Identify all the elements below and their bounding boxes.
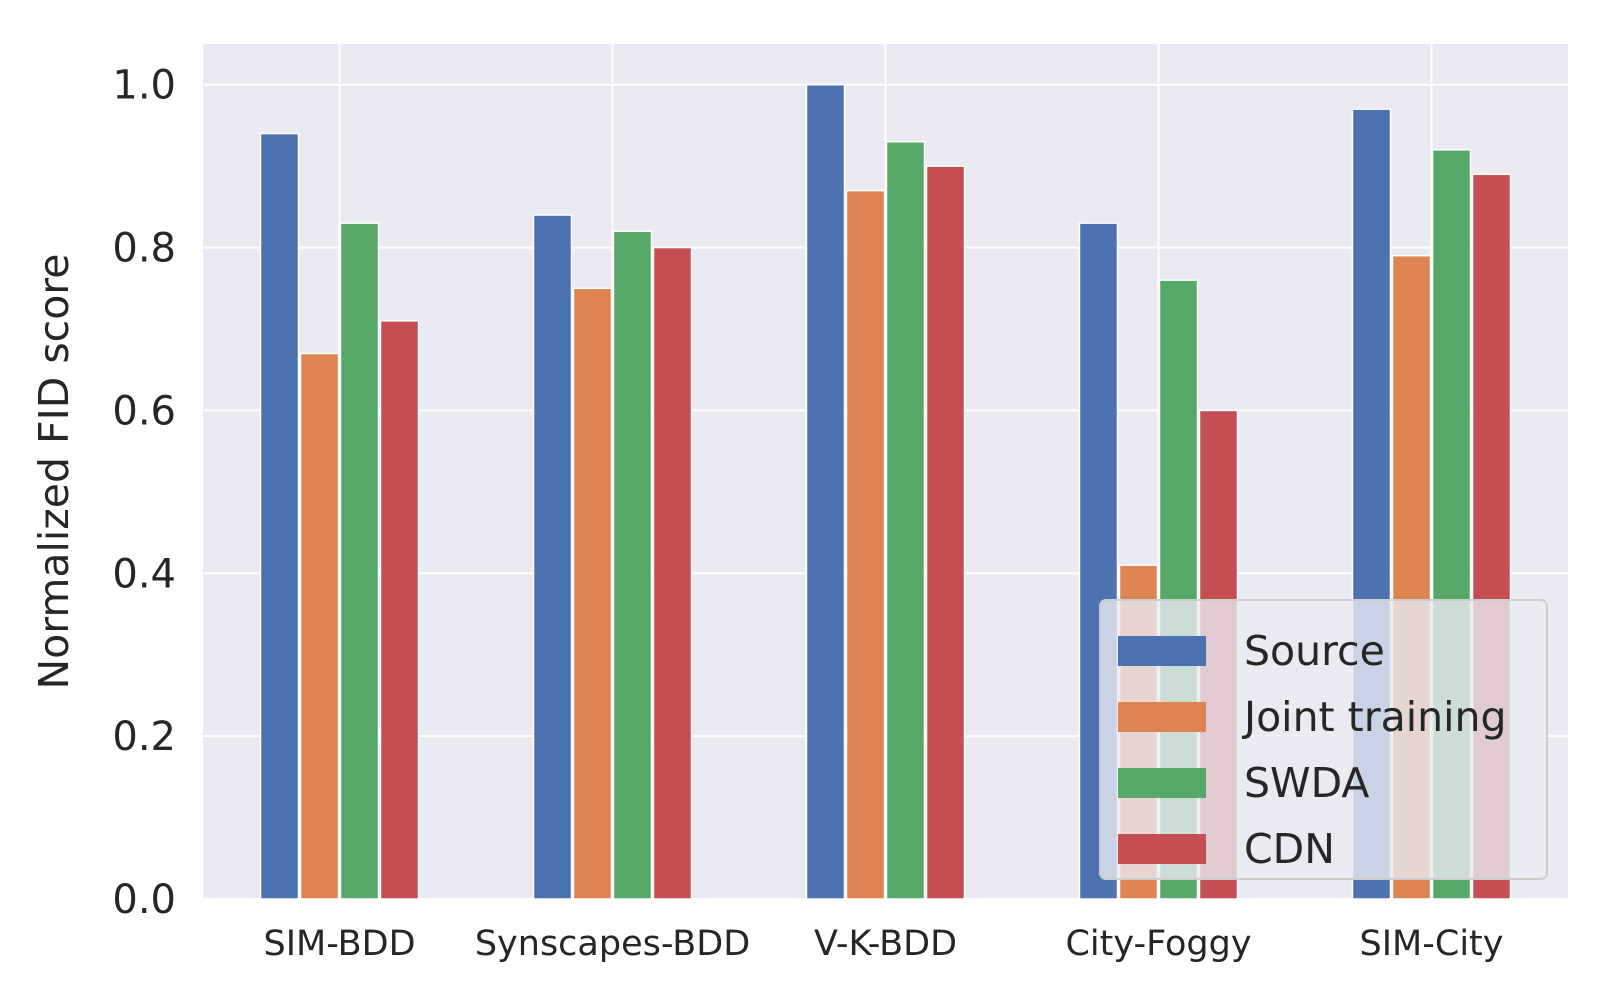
- legend-swatch: [1118, 702, 1206, 732]
- bar-cdn: [652, 246, 693, 900]
- legend-swatch: [1118, 834, 1206, 864]
- legend-swatch: [1118, 636, 1206, 666]
- y-tick-label: 1.0: [112, 63, 176, 109]
- y-axis-ticks: 0.0 0.2 0.4 0.6 0.8 1.0: [112, 63, 176, 923]
- bar-swda: [885, 140, 926, 900]
- x-tick-label: Synscapes-BDD: [475, 924, 750, 964]
- bar-swda: [612, 230, 653, 900]
- y-tick-label: 0.4: [112, 551, 176, 597]
- y-tick-label: 0.6: [112, 388, 176, 434]
- legend-box: [1099, 599, 1548, 880]
- legend-label: SWDA: [1244, 759, 1369, 807]
- x-tick-label: SIM-BDD: [263, 924, 415, 964]
- bar-joint-training: [845, 189, 886, 900]
- legend: Source Joint training SWDA CDN: [1099, 599, 1548, 880]
- bar-swda: [339, 222, 380, 900]
- x-tick-label: SIM-City: [1360, 924, 1504, 964]
- y-tick-label: 0.0: [112, 877, 176, 923]
- bar-source: [805, 83, 846, 900]
- legend-swatch: [1118, 768, 1206, 798]
- bar-source: [532, 214, 573, 900]
- y-tick-label: 0.8: [112, 226, 176, 272]
- bar-joint-training: [572, 287, 613, 900]
- legend-label: Source: [1244, 627, 1385, 675]
- bar-joint-training: [299, 352, 340, 900]
- y-axis-label: Normalized FID score: [30, 254, 78, 690]
- bar-cdn: [379, 320, 420, 900]
- x-axis-ticks: SIM-BDD Synscapes-BDD V-K-BDD City-Foggy SIM…: [263, 924, 1503, 964]
- y-tick-label: 0.2: [112, 714, 176, 760]
- x-tick-label: City-Foggy: [1065, 924, 1251, 964]
- x-tick-label: V-K-BDD: [814, 924, 957, 964]
- legend-label: CDN: [1244, 825, 1335, 873]
- bar-cdn: [925, 165, 966, 900]
- legend-label: Joint training: [1241, 693, 1507, 741]
- bar-source: [259, 132, 300, 900]
